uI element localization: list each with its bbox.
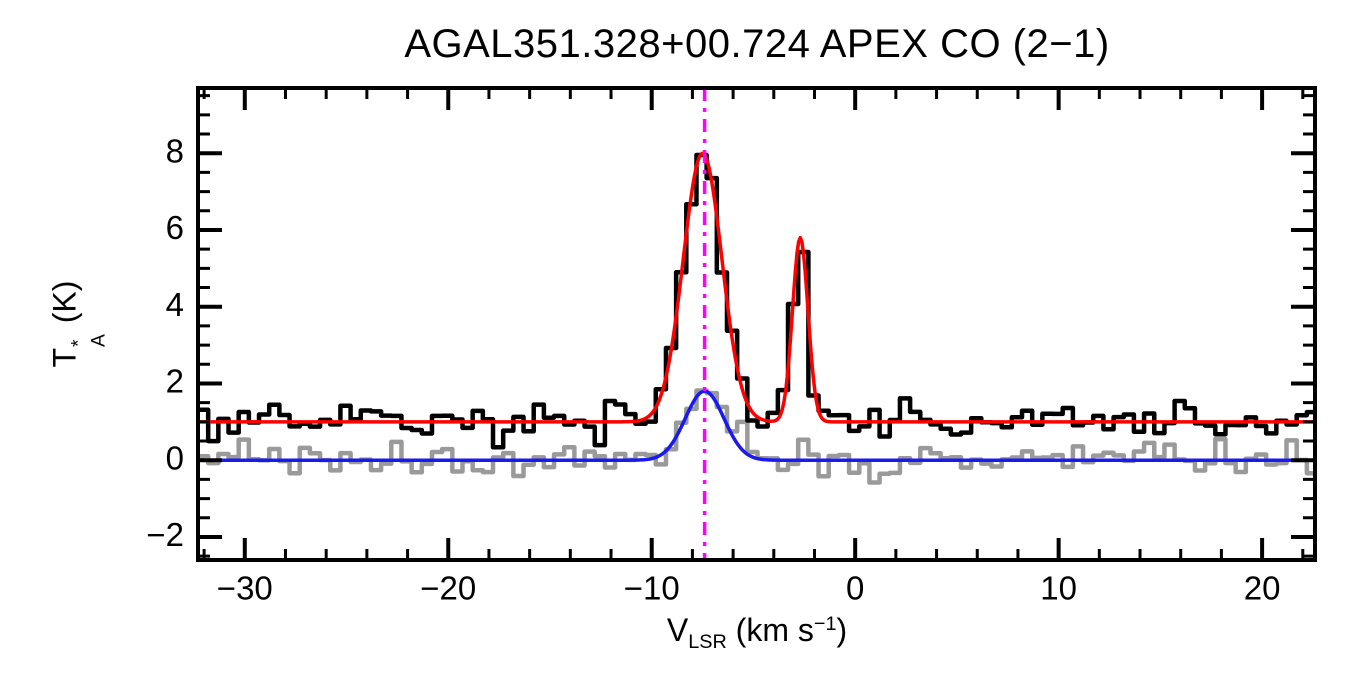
x-axis-label-close: ) bbox=[836, 612, 848, 648]
x-axis-label-base: V bbox=[666, 612, 689, 648]
x-axis-label: VLSR (km s−1) bbox=[667, 612, 847, 654]
chart-title: AGAL351.328+00.724 APEX CO (2−1) bbox=[404, 22, 1110, 66]
x-axis-label-units: (km s bbox=[726, 612, 814, 648]
y-axis-label-subscript: A bbox=[88, 334, 110, 347]
x-axis-label-exponent: −1 bbox=[813, 613, 837, 636]
y-axis-label: T * A (K) bbox=[47, 281, 110, 368]
y-axis-label-units: (K) bbox=[46, 280, 83, 333]
y-axis-label-superscript: * bbox=[68, 339, 90, 347]
y-axis-label-supsub: * A bbox=[68, 334, 110, 347]
x-axis-label-subscript: LSR bbox=[688, 630, 727, 653]
y-axis-label-base: T bbox=[46, 347, 83, 368]
